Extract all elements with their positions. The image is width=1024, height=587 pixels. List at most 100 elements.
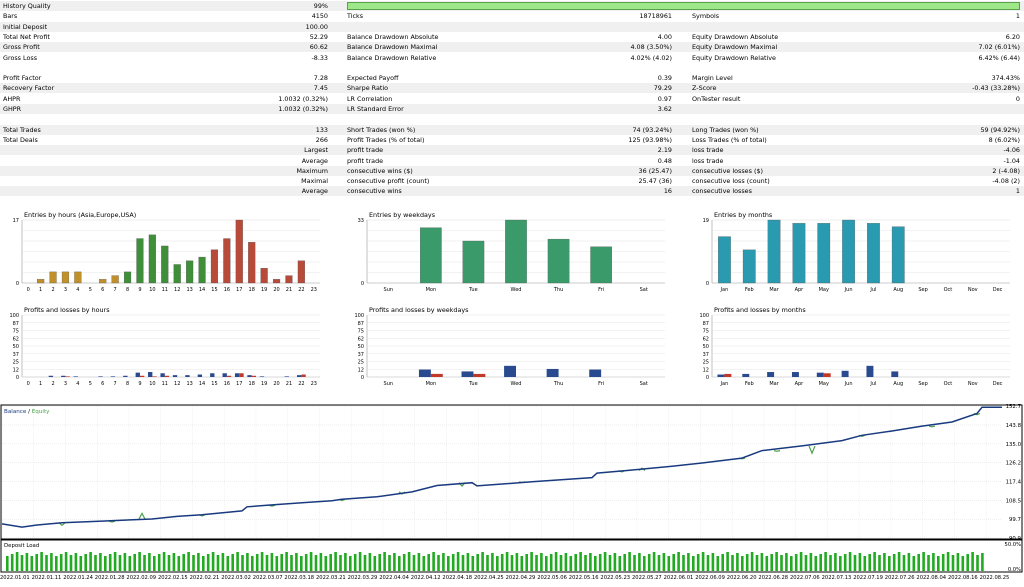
tick-label: 135.0 [1006,442,1022,448]
stat-label: Bars [3,12,18,21]
stat-label: Margin Level [692,74,733,83]
date-label: 2022.04.25 [474,575,504,581]
deposit-load-bar [407,552,411,571]
deposit-load-bar [486,555,489,571]
balance-equity-chart: 90.9 99.7 108.5 117.4 126.2 135.0 143.8 152.7 Ba… [0,404,1023,573]
deposit-load-bar [270,553,274,571]
deposit-load-bar [471,556,475,571]
stat-value: 74 (93.24%) [632,125,672,134]
deposit-load-bar [35,554,38,571]
profit-bar [247,375,252,377]
category-label: Feb [745,381,754,387]
stat-value: 60.62 [309,43,328,52]
category-label: 5 [89,381,92,387]
category-label: 1 [39,381,42,387]
deposit-load-bar [104,556,107,571]
category-label: 16 [224,287,230,293]
stat-label: Equity Drawdown Maximal [692,43,778,52]
deposit-load-bar [780,555,783,571]
stat-value: 2.19 [657,146,672,155]
stats-row: Initial Deposit 100.00 [0,21,1024,32]
category-label: Nov [968,287,978,293]
stat-label: Initial Deposit [3,22,48,31]
date-label: 2022.08.25 [979,575,1010,581]
stat-label: History Quality [3,2,51,10]
deposit-load-bar [10,554,14,571]
deposit-load-bar [334,552,337,571]
tick-label: 152.7 [1006,404,1021,410]
deposit-load-bar [829,555,832,571]
tick-label: 25 [13,360,19,366]
loss-bar [251,375,257,377]
deposit-load-bar [202,556,205,571]
deposit-load-bar [300,556,303,571]
deposit-load-bar [790,556,793,571]
stat-value: 36 (25.47) [638,166,672,175]
category-label: 10 [149,381,155,387]
bar [297,260,305,284]
category-label: 21 [286,381,292,387]
tick-label: 75 [13,329,19,335]
bar [148,234,156,284]
bar [235,219,243,284]
stat-label: Symbols [692,12,720,21]
tick-label: 50.0% [1005,542,1022,548]
deposit-load-bar [858,553,862,571]
tick-label: 50 [13,344,19,350]
stat-value: 25.47 (36) [638,177,672,186]
stat-label: LR Standard Error [347,105,404,113]
stat-value: 59 (94.92%) [980,125,1020,134]
category-label: Sep [918,287,927,293]
deposit-load-bar [692,556,695,571]
deposit-load-bar [545,556,548,571]
deposit-load-bar [437,555,440,571]
date-label: 2022.05.06 [537,575,567,581]
loss-bar [430,373,443,377]
deposit-load-bar [6,556,9,571]
deposit-load-title: Deposit Load [4,543,39,549]
deposit-load-bar [662,553,666,571]
deposit-load-bar [138,552,141,571]
deposit-load-bar [623,554,626,571]
stat-label: profit trade [347,146,384,155]
bar [767,219,781,284]
deposit-load-bar [339,555,342,571]
date-label: 2022.07.19 [853,575,883,581]
deposit-load-bar [628,552,631,571]
tick-label: 100 [354,313,364,319]
date-label: 2022.07.06 [790,575,820,581]
deposit-load-bar [99,553,102,571]
deposit-load-bar [383,552,386,571]
category-label: 9 [138,287,141,293]
stat-value: 16 [663,187,672,196]
stats-row: Average consecutive wins 16 consecutive los… [0,186,1024,197]
tick-label: 19 [703,218,709,224]
category-label: Sun [384,381,394,387]
loss-bar [239,373,244,377]
deposit-load-bar [868,554,871,571]
deposit-load-bar [540,553,543,571]
deposit-load-bar [755,555,759,571]
deposit-load-bar [412,555,416,571]
chart-title: Profits and losses by weekdays [369,306,469,314]
date-label: 2022.03.29 [347,575,378,581]
bar [198,256,206,284]
deposit-load-bar [177,556,181,571]
deposit-load-bar [941,554,945,571]
stat-label: Ticks [347,12,364,21]
category-label: 22 [298,287,304,293]
category-label: Tue [468,381,478,387]
bar [867,223,880,284]
deposit-load-bar [500,554,504,571]
profit-bar [172,375,178,377]
deposit-load-bar [123,553,127,571]
category-label: 23 [311,287,317,293]
stat-value: 4.02% (4.02) [630,53,672,62]
deposit-load-bar [966,554,969,571]
loss-bar [301,374,306,377]
tick-label: 75 [703,329,709,335]
category-label: 12 [174,381,180,387]
stat-label: Expected Payoff [347,74,399,83]
category-label: 4 [76,381,79,387]
